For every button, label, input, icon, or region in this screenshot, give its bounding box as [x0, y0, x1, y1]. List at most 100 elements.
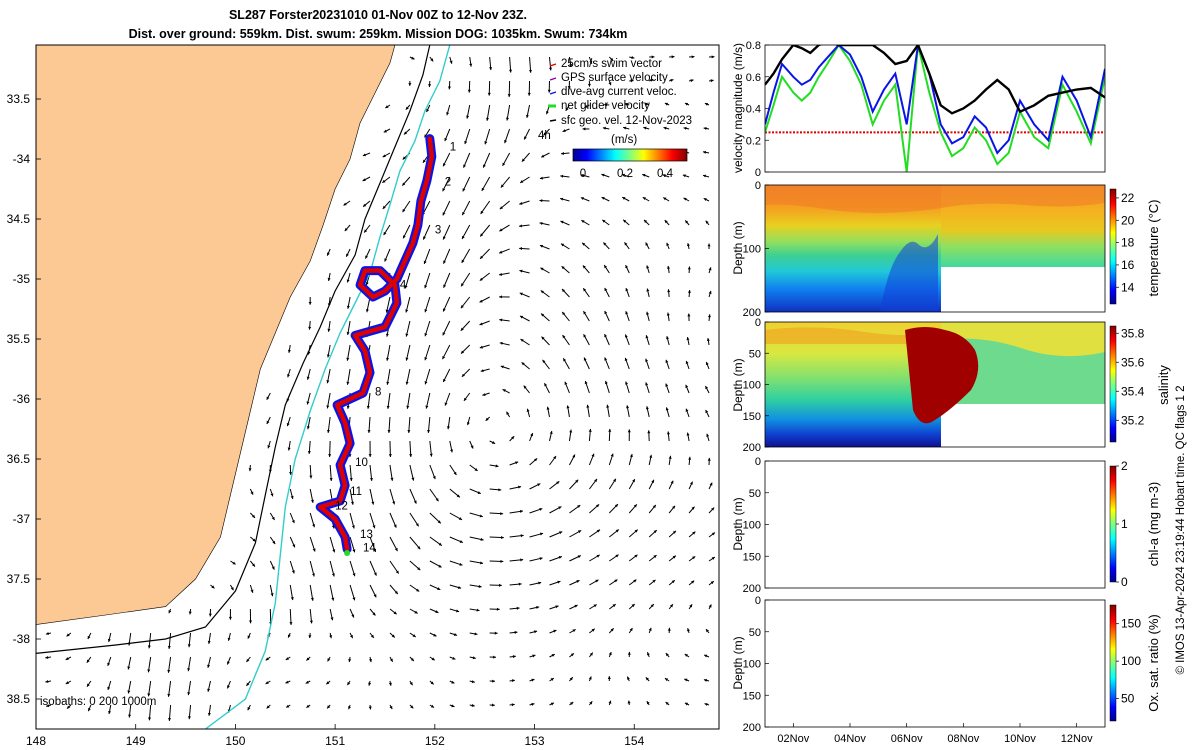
velocity-arrowhead: [428, 84, 432, 88]
velocity-arrowhead: [515, 461, 519, 465]
velocity-arrowhead: [684, 102, 689, 106]
velocity-arrowhead: [438, 564, 442, 568]
velocity-arrowhead: [466, 115, 470, 119]
velocity-arrowhead: [531, 678, 535, 682]
velocity-arrowhead: [389, 658, 393, 662]
velocity-arrowhead: [653, 555, 657, 559]
velocity-arrowhead: [574, 604, 578, 608]
velocity-arrowhead: [553, 629, 557, 633]
velocity-arrowhead: [479, 277, 483, 281]
velocity-arrowhead: [562, 335, 566, 339]
chla-colorbar: [1109, 465, 1117, 583]
velocity-arrowhead: [327, 328, 331, 332]
velocity-arrowhead: [583, 311, 587, 315]
isobath-1000m: [205, 45, 451, 729]
velocity-arrowhead: [664, 220, 668, 224]
vel-ytick-label: 0.4: [746, 104, 761, 116]
velocity-arrowhead: [424, 285, 428, 289]
velocity-arrowhead: [367, 430, 371, 433]
velocity-arrowhead: [520, 339, 524, 342]
velocity-arrowhead: [474, 632, 478, 636]
velocity-arrowhead: [447, 86, 452, 90]
velocity-arrowhead: [479, 345, 483, 349]
velocity-arrowhead: [476, 608, 480, 612]
velocity-arrowhead: [703, 198, 707, 201]
velocity-arrowhead: [306, 657, 310, 661]
colorbar-tick-label: 50: [1121, 692, 1135, 706]
velocity-arrowhead: [127, 690, 131, 694]
velocity-arrowhead: [666, 336, 670, 340]
velocity-arrowhead: [502, 389, 506, 392]
velocity-arrowhead: [362, 153, 367, 157]
velocity-arrowhead: [307, 450, 311, 454]
map-frame: [35, 44, 720, 730]
velocity-arrowhead: [442, 332, 446, 336]
velocity-arrowhead: [352, 549, 356, 553]
colorbar-tick-label: 100: [1121, 654, 1141, 668]
velocity-arrowhead: [287, 634, 291, 638]
velocity-arrowhead: [691, 506, 695, 510]
velocity-arrowhead: [498, 583, 502, 587]
velocity-arrowhead: [390, 477, 394, 481]
velocity-arrowhead: [474, 467, 478, 471]
velocity-arrowhead: [581, 220, 585, 223]
velocity-arrowhead: [708, 267, 712, 271]
velocity-arrowhead: [289, 622, 293, 625]
legend-label: net glider velocity: [561, 100, 650, 112]
velocity-arrowhead: [363, 203, 367, 207]
velocity-arrowhead: [328, 454, 332, 457]
velocity-arrowhead: [521, 158, 525, 162]
velocity-arrowhead: [526, 408, 530, 412]
velocity-panel: 0 0.2 0.4 0.6 0.8 velocity magnitude (m/s): [731, 40, 1106, 179]
velocity-arrowhead: [327, 277, 331, 281]
velocity-arrowhead: [539, 221, 543, 225]
track-swim-vector: [317, 136, 435, 552]
velocity-arrowhead: [540, 290, 544, 294]
velocity-arrowhead: [672, 530, 676, 534]
velocity-line-net-glider: [765, 45, 1105, 172]
velocity-arrowhead: [539, 199, 543, 203]
velocity-arrowhead: [248, 468, 252, 472]
velocity-arrowhead: [584, 104, 588, 108]
velocity-arrowhead: [483, 164, 486, 168]
velocity-arrowhead: [327, 658, 331, 662]
colorbar-title: (m/s): [611, 134, 637, 146]
velocity-arrowhead: [430, 681, 434, 685]
velocity-arrowhead: [405, 333, 409, 337]
velocity-arrowhead: [478, 584, 482, 588]
time-tick-label: 12Nov: [1061, 733, 1093, 745]
velocity-arrowhead: [246, 682, 250, 686]
velocity-arrowhead: [326, 681, 330, 685]
waypoint-label: 8: [375, 386, 381, 398]
velocity-arrowhead: [633, 504, 637, 508]
map-xtick-label: 152: [425, 734, 445, 748]
velocity-arrowhead: [107, 638, 111, 643]
velocity-arrowhead: [364, 229, 368, 233]
velocity-arrowhead: [411, 56, 415, 60]
velocity-arrowhead: [456, 494, 460, 498]
velocity-arrowhead: [326, 429, 331, 433]
legend-label: dive-avg current veloc.: [561, 86, 677, 98]
velocity-arrowhead: [407, 430, 411, 433]
depth-tick-label: 150: [743, 690, 761, 702]
velocity-arrowhead: [370, 634, 374, 638]
colorbar-tick-label: 35.2: [1121, 413, 1145, 427]
velocity-arrowhead: [707, 457, 711, 461]
velocity-arrowhead: [433, 633, 437, 637]
chla-ylabel: Depth (m): [731, 497, 745, 550]
velocity-arrowhead: [292, 544, 296, 548]
velocity-arrowhead: [589, 60, 593, 64]
velocity-arrowhead: [308, 301, 312, 305]
map-ytick-label: 36.5: [7, 452, 31, 466]
velocity-arrowhead: [646, 265, 650, 269]
velocity-arrowhead: [346, 331, 350, 335]
velocity-arrowhead: [480, 369, 484, 373]
velocity-arrowhead: [352, 573, 356, 577]
velocity-arrowhead: [147, 669, 151, 673]
velocity-arrowhead: [305, 680, 309, 684]
map-ytick-label: -36: [13, 392, 31, 406]
velocity-arrowhead: [544, 383, 548, 387]
velocity-arrowhead: [480, 233, 484, 237]
velocity-arrowhead: [187, 716, 192, 720]
